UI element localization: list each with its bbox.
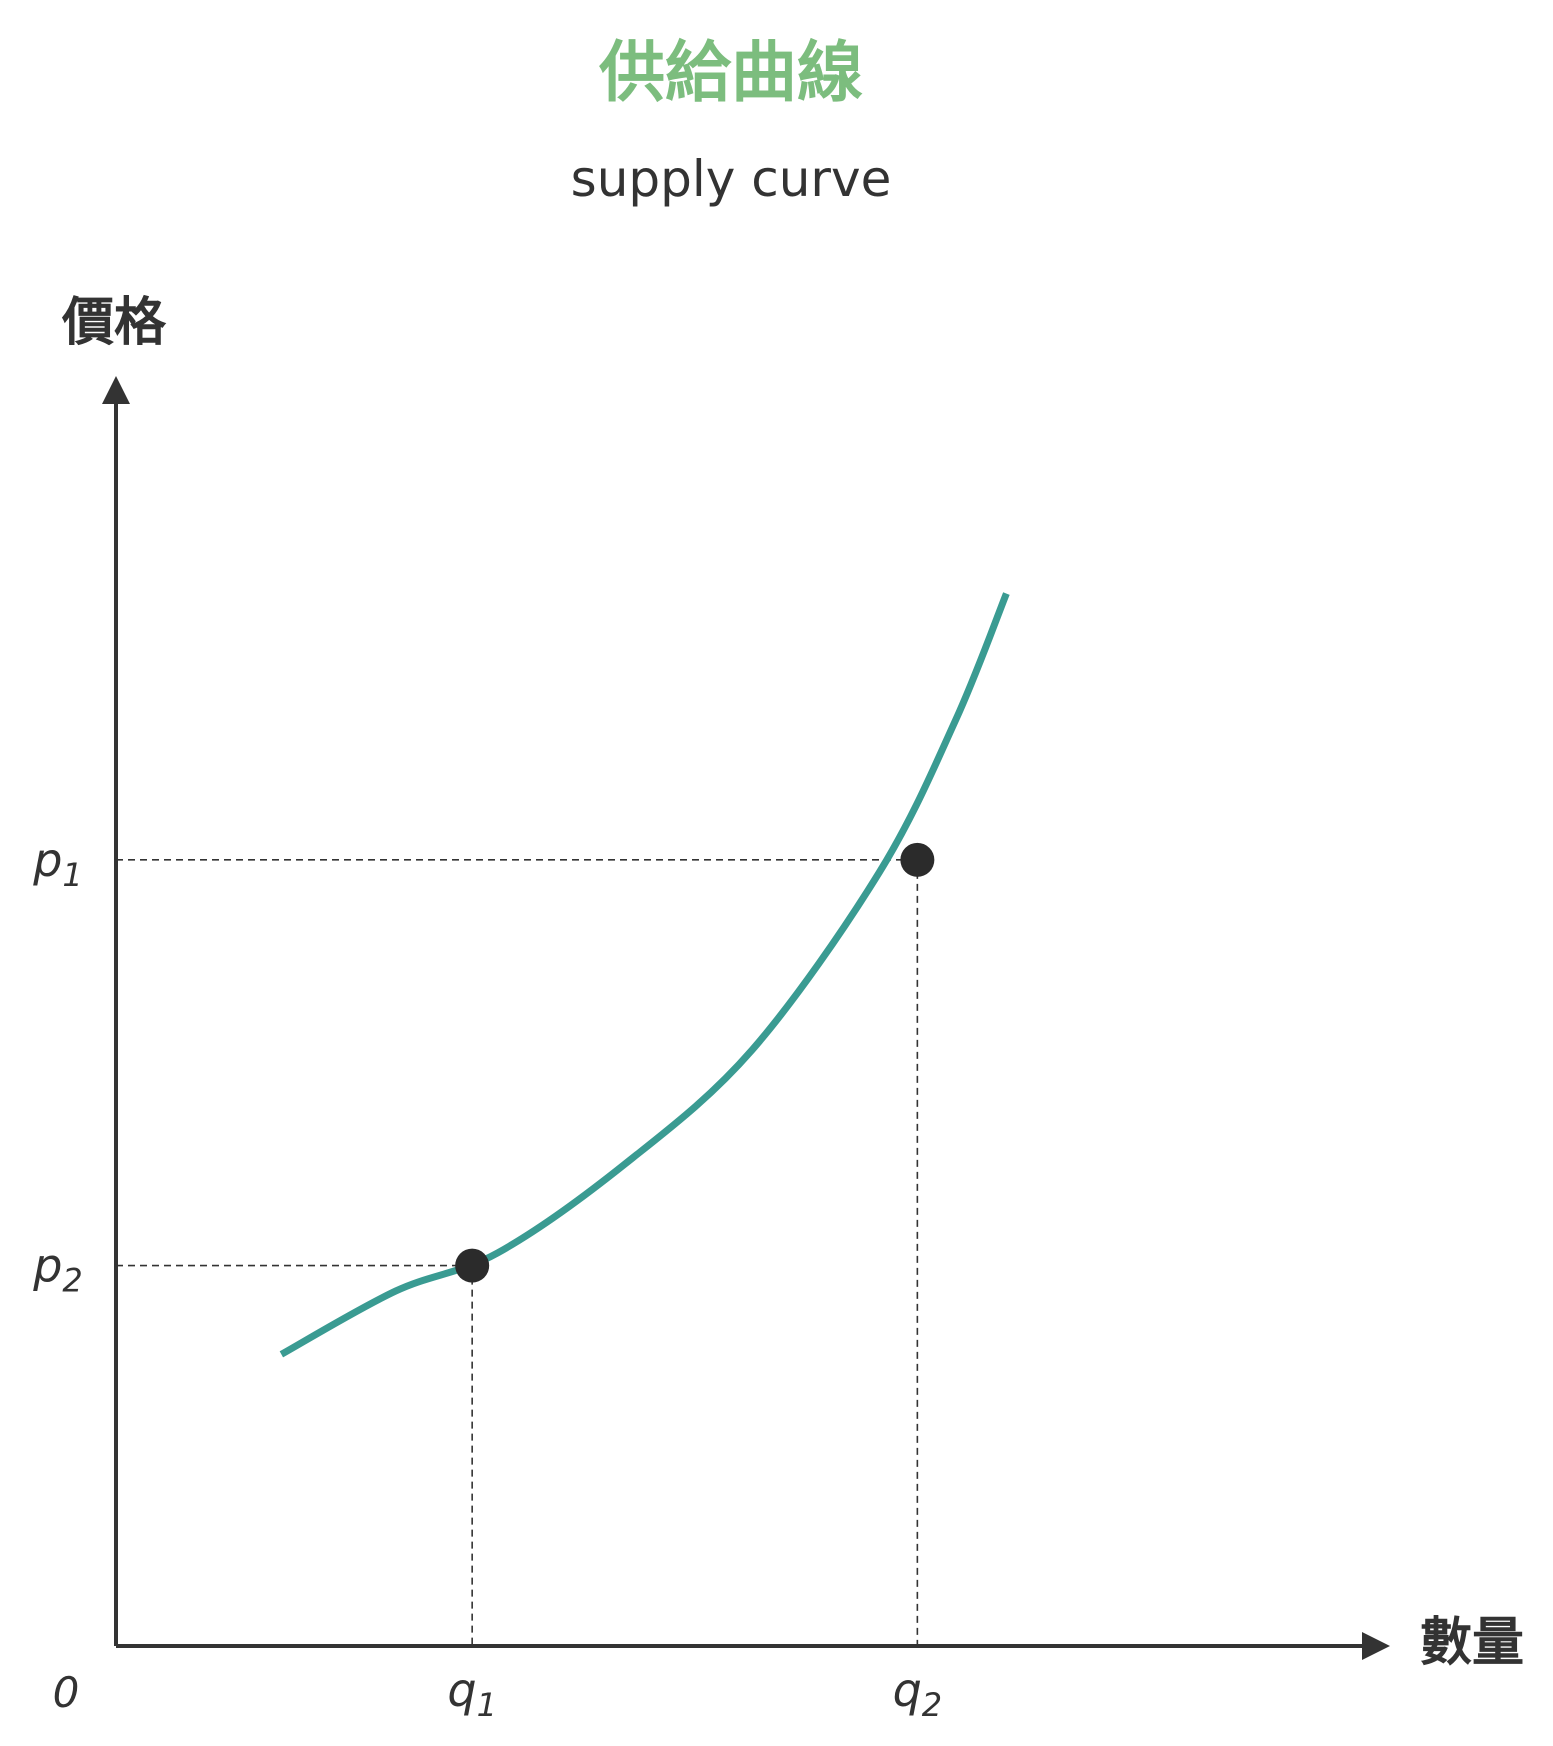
- y-tick-label: p1: [32, 833, 83, 894]
- x-axis-label: 數量: [1420, 1613, 1524, 1673]
- y-axis-label: 價格: [61, 293, 167, 353]
- y-tick-label: p2: [32, 1239, 83, 1300]
- supply-curve: [279, 592, 1010, 1358]
- axes: [102, 376, 1390, 1660]
- x-tick-label: q2: [893, 1663, 943, 1724]
- chart-title: 供給曲線: [599, 34, 863, 111]
- x-tick-label: q1: [447, 1663, 497, 1724]
- tick-layer: q1 p2 q2 p1: [32, 833, 942, 1724]
- data-point: [455, 1248, 490, 1283]
- chart-subtitle: supply curve: [571, 150, 892, 208]
- data-point: [900, 842, 935, 877]
- x-axis-arrow: [1362, 1632, 1390, 1660]
- y-axis-arrow: [102, 376, 130, 404]
- curve-layer: [279, 592, 1010, 1358]
- points-layer: [455, 842, 935, 1283]
- origin-label: 0: [53, 1668, 80, 1717]
- guide-lines: [116, 859, 919, 1646]
